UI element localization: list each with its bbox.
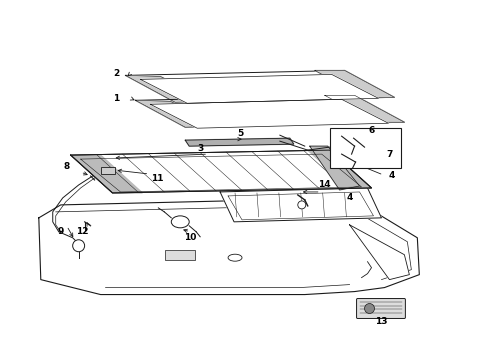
- Polygon shape: [125, 71, 394, 102]
- Circle shape: [365, 303, 374, 314]
- Circle shape: [298, 201, 306, 209]
- Polygon shape: [150, 99, 389, 128]
- Polygon shape: [125, 75, 210, 102]
- Polygon shape: [325, 95, 404, 122]
- Circle shape: [73, 240, 85, 252]
- Bar: [100, 167, 115, 174]
- FancyBboxPatch shape: [357, 298, 405, 319]
- Polygon shape: [220, 188, 382, 222]
- Text: 7: 7: [386, 150, 392, 159]
- Ellipse shape: [172, 216, 189, 228]
- Polygon shape: [141, 75, 378, 103]
- Text: 5: 5: [237, 129, 243, 138]
- Polygon shape: [71, 150, 371, 193]
- Polygon shape: [315, 71, 394, 97]
- Polygon shape: [135, 95, 404, 127]
- Text: 11: 11: [151, 174, 164, 183]
- Text: 4: 4: [388, 171, 394, 180]
- Polygon shape: [349, 225, 409, 280]
- Text: 10: 10: [184, 233, 196, 242]
- Bar: [330, 128, 401, 168]
- Polygon shape: [71, 155, 143, 193]
- Polygon shape: [135, 100, 220, 127]
- Text: 9: 9: [57, 227, 64, 236]
- Ellipse shape: [228, 254, 242, 261]
- Text: 4: 4: [346, 193, 353, 202]
- Text: 3: 3: [197, 144, 203, 153]
- Bar: [165, 250, 195, 260]
- Text: 14: 14: [318, 180, 331, 189]
- Polygon shape: [185, 138, 294, 146]
- Text: 13: 13: [375, 317, 388, 326]
- Polygon shape: [308, 150, 371, 188]
- Polygon shape: [39, 198, 419, 294]
- Text: 2: 2: [113, 69, 120, 78]
- Text: 1: 1: [113, 94, 120, 103]
- Text: 8: 8: [64, 162, 70, 171]
- Polygon shape: [310, 146, 360, 190]
- Text: 12: 12: [76, 227, 89, 236]
- Text: 6: 6: [368, 126, 375, 135]
